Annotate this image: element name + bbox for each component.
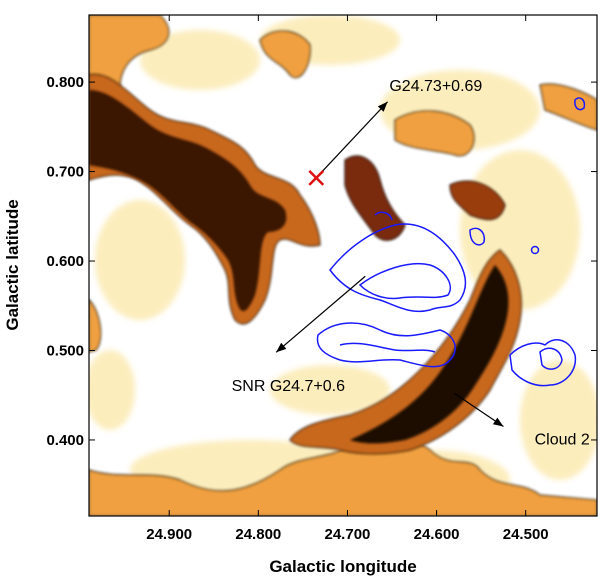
x-axis-label: Galactic longitude <box>269 557 416 576</box>
y-tick-label: 0.500 <box>46 342 84 359</box>
x-tick-label: 24.800 <box>235 526 281 543</box>
annotation-arrow <box>275 275 366 353</box>
x-tick-label: 24.900 <box>146 526 192 543</box>
y-tick-label: 0.700 <box>46 164 84 181</box>
dark-core-left <box>89 90 287 312</box>
x-tick-label: 24.500 <box>503 526 549 543</box>
x-tick-label: 24.700 <box>325 526 371 543</box>
annotation-arrowhead <box>276 342 287 353</box>
y-tick-label: 0.400 <box>46 432 84 449</box>
annotation-label: SNR G24.7+0.6 <box>232 378 346 395</box>
y-tick-label: 0.600 <box>46 253 84 270</box>
annotation-label: G24.73+0.69 <box>389 78 482 95</box>
axis-ticks: 24.900 24.800 24.700 24.600 24.500 0.400 0.500… <box>46 15 597 543</box>
dark-cloud-center <box>344 155 406 241</box>
dark-core-arc <box>350 265 509 444</box>
marker-stroke <box>308 169 325 186</box>
x-tick-label: 24.600 <box>414 526 460 543</box>
plot-frame <box>88 14 598 517</box>
source-marker <box>308 169 325 186</box>
annotation-arrow <box>315 101 388 179</box>
y-tick-label: 0.800 <box>46 74 84 91</box>
intensity-map <box>89 15 597 516</box>
annotation-arrowhead <box>377 101 388 112</box>
annotations: G24.73+0.69 SNR G24.7+0.6 Cloud 2 <box>232 78 590 448</box>
snr-contours <box>316 97 586 387</box>
annotation-arrowhead <box>492 417 504 427</box>
dark-cloud-arc <box>289 249 522 455</box>
dark-cloud-upper-right <box>449 180 506 220</box>
y-axis-label: Galactic latitude <box>3 199 22 330</box>
medium-emission <box>89 15 597 516</box>
annotation-label: Cloud 2 <box>535 431 590 448</box>
